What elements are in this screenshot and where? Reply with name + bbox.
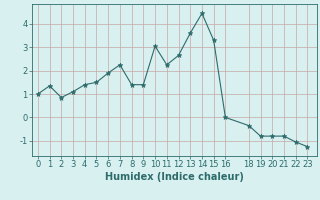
X-axis label: Humidex (Indice chaleur): Humidex (Indice chaleur) (105, 172, 244, 182)
